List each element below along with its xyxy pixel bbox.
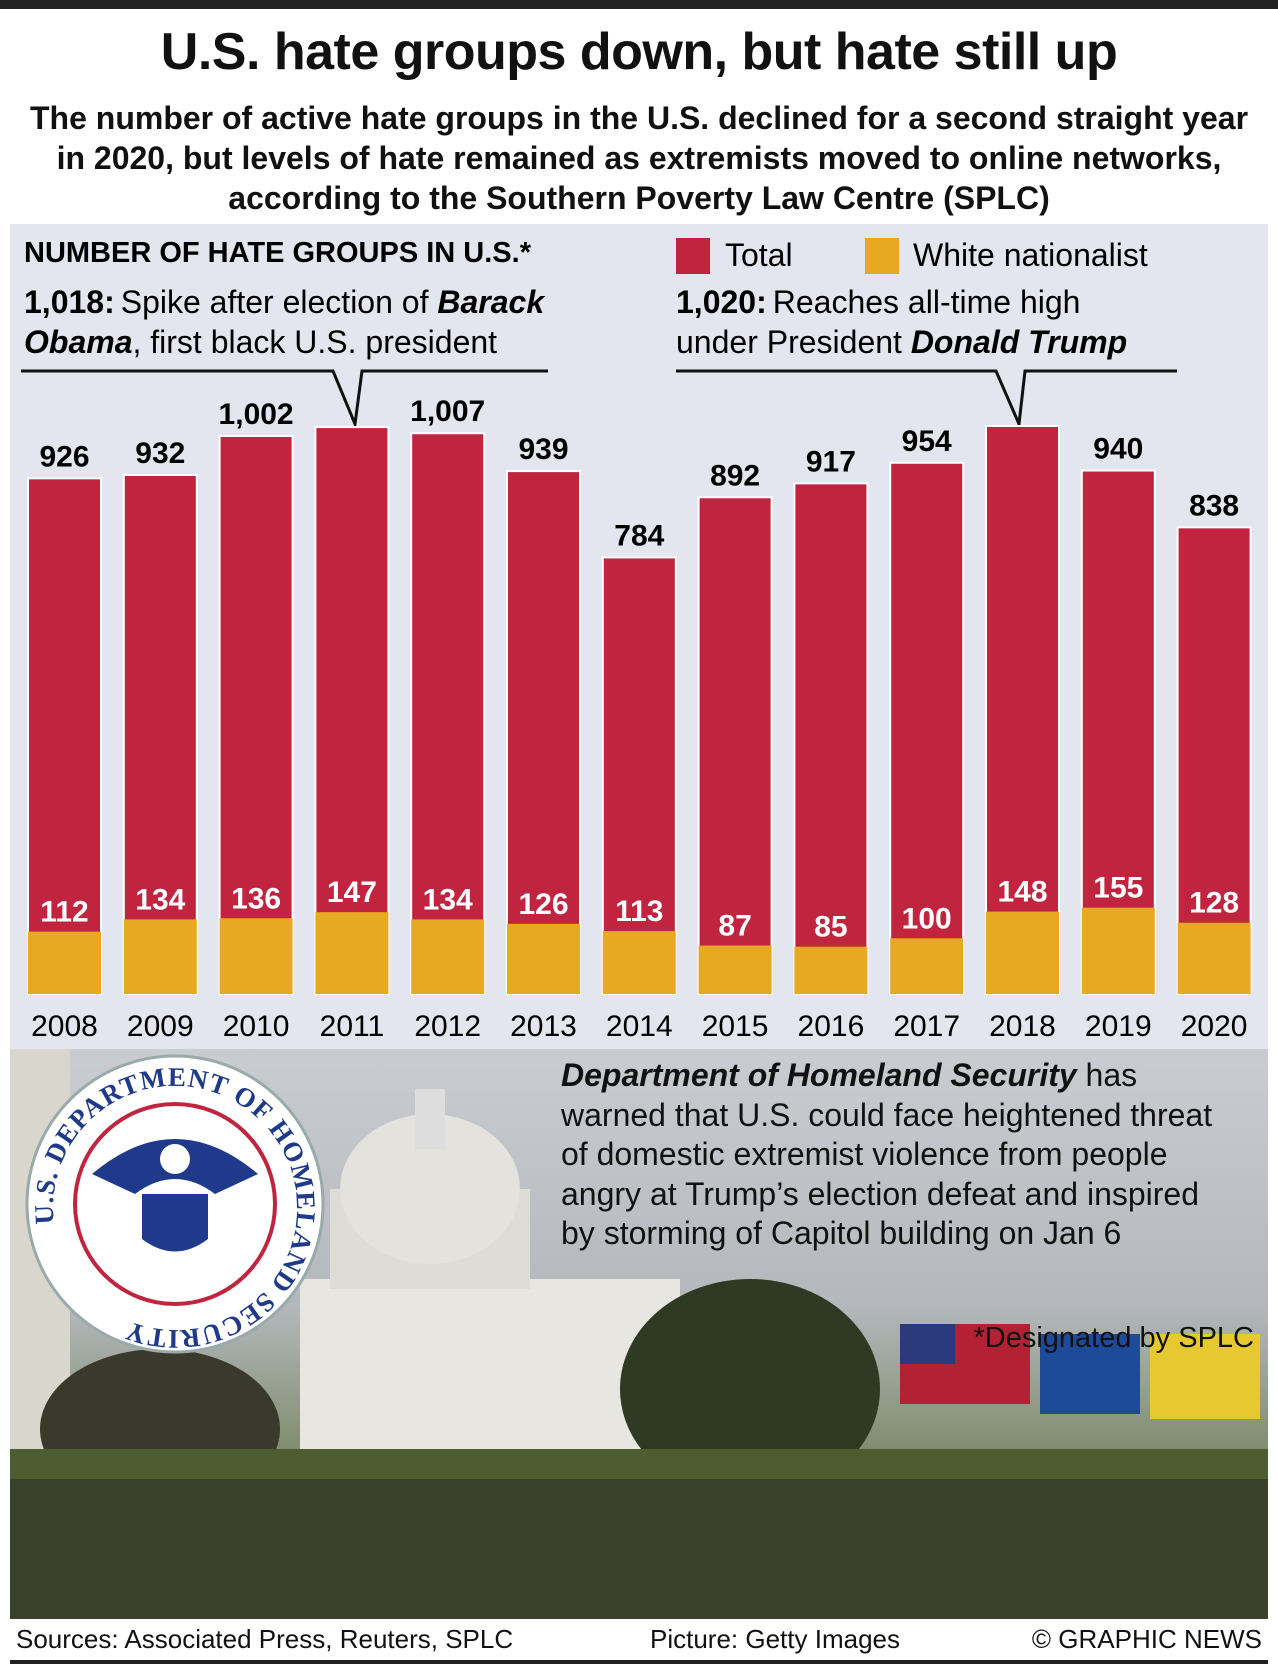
bar-white-nationalist-2009 [123, 919, 197, 994]
x-tick-label-2009: 2009 [127, 1010, 194, 1043]
x-tick-label-2008: 2008 [31, 1010, 98, 1043]
data-label-white-nationalist-2012: 134 [423, 883, 473, 916]
legend-label-total: Total [725, 237, 793, 273]
capitol-photo: U.S. DEPARTMENT OF HOMELAND SECURITY [10, 1049, 1268, 1619]
x-tick-label-2011: 2011 [320, 1010, 385, 1043]
chart-title: NUMBER OF HATE GROUPS IN U.S.* [24, 237, 532, 269]
bar-total-2014 [601, 556, 677, 995]
bottom-rule [10, 1660, 1268, 1664]
bar-white-nationalist-2020 [1177, 922, 1251, 994]
data-label-white-nationalist-2018: 148 [997, 876, 1047, 909]
footnote: *Designated by SPLC [973, 1322, 1255, 1354]
data-label-total-2014: 784 [614, 519, 664, 552]
bar-white-nationalist-2012 [411, 919, 485, 994]
data-label-white-nationalist-2020: 128 [1189, 887, 1239, 920]
x-tick-label-2019: 2019 [1085, 1010, 1152, 1043]
data-label-total-2009: 932 [135, 437, 185, 470]
data-label-white-nationalist-2014: 113 [615, 895, 663, 928]
data-label-total-2015: 892 [710, 459, 760, 492]
data-label-white-nationalist-2019: 155 [1093, 872, 1143, 905]
trump-flag [1040, 1334, 1140, 1414]
graphic-news-credit: © GRAPHIC NEWS [1031, 1624, 1262, 1654]
capitol-illustration: U.S. DEPARTMENT OF HOMELAND SECURITY [10, 1049, 1268, 1619]
bar-white-nationalist-2014 [602, 931, 676, 994]
gadsden-flag [1150, 1334, 1260, 1419]
data-label-total-2010: 1,002 [219, 398, 294, 431]
data-label-total-2019: 940 [1093, 433, 1143, 466]
annotation-pointer [21, 369, 548, 430]
annotation-value: 1,020: [676, 284, 767, 320]
data-label-white-nationalist-2010: 136 [231, 882, 281, 915]
x-tick-label-2016: 2016 [798, 1010, 865, 1043]
dhs-seal: U.S. DEPARTMENT OF HOMELAND SECURITY [25, 1054, 325, 1354]
data-label-white-nationalist-2015: 87 [718, 910, 751, 943]
data-label-white-nationalist-2016: 85 [814, 911, 847, 944]
x-tick-label-2014: 2014 [606, 1010, 673, 1043]
data-label-white-nationalist-2017: 100 [902, 902, 952, 935]
bar-white-nationalist-2018 [986, 911, 1059, 994]
bar-white-nationalist-2011 [315, 912, 389, 994]
data-label-total-2012: 1,007 [410, 395, 485, 428]
data-label-white-nationalist-2013: 126 [518, 888, 568, 921]
bar-white-nationalist-2019 [1081, 907, 1155, 994]
page-title: U.S. hate groups down, but hate still up [160, 23, 1118, 81]
svg-text:1,018:Spike after election of: 1,018: Spike after election of Barack [24, 284, 546, 320]
legend-swatch-white-nationalist [865, 238, 899, 274]
bar-total-2017 [889, 461, 965, 996]
bar-total-2016 [793, 482, 869, 995]
svg-text:Obama, first black U.S. presid: Obama, first black U.S. president [24, 324, 497, 360]
crowd [10, 1479, 1268, 1619]
data-label-white-nationalist-2011: 147 [327, 876, 377, 909]
capitol-dome [340, 1114, 520, 1264]
bar-total-2018 [985, 425, 1060, 995]
x-tick-label-2013: 2013 [510, 1010, 577, 1043]
sources: Sources: Associated Press, Reuters, SPLC [16, 1624, 514, 1654]
svg-text:under President Donald Trump: under President Donald Trump [676, 324, 1127, 360]
bar-total-2009 [122, 474, 198, 996]
annotation-value: 1,018: [24, 284, 115, 320]
annotation-2018: 1,020: Reaches all-time high under Presid… [676, 284, 1177, 430]
x-tick-label-2020: 2020 [1181, 1010, 1248, 1043]
bar-white-nationalist-2010 [219, 918, 293, 994]
x-tick-label-2010: 2010 [223, 1010, 290, 1043]
bar-total-2010 [218, 435, 294, 995]
bar-total-2019 [1080, 469, 1156, 996]
subtitle: The number of active hate groups in the … [29, 100, 1249, 216]
data-label-white-nationalist-2009: 134 [135, 883, 185, 916]
bar-total-2012 [410, 432, 486, 996]
photo-caption: Department of Homeland Security has warn… [561, 1057, 1213, 1251]
bar-chart: NUMBER OF HATE GROUPS IN U.S.* Total Whi… [21, 237, 1252, 1043]
bar-white-nationalist-2017 [890, 938, 964, 994]
bar-white-nationalist-2016 [794, 946, 868, 994]
data-label-white-nationalist-2008: 112 [40, 896, 88, 929]
bar-total-2011 [314, 426, 390, 996]
top-rule [0, 0, 1278, 9]
x-tick-label-2017: 2017 [893, 1010, 960, 1043]
svg-text:1,020:Reaches all-time high: 1,020: Reaches all-time high [676, 284, 1080, 320]
annotation-pointer [676, 369, 1177, 430]
bar-total-2008 [27, 477, 102, 995]
x-tick-label-2012: 2012 [414, 1010, 481, 1043]
picture-credit: Picture: Getty Images [650, 1624, 900, 1654]
tree [620, 1279, 880, 1499]
x-tick-label-2018: 2018 [989, 1010, 1056, 1043]
annotation-2011: 1,018: Spike after election of Barack Oba… [21, 284, 548, 430]
legend-label-white-nationalist: White nationalist [913, 237, 1148, 273]
bar-white-nationalist-2013 [507, 923, 580, 994]
bar-total-2015 [697, 496, 773, 995]
data-label-total-2017: 954 [902, 425, 952, 458]
x-tick-label-2015: 2015 [702, 1010, 769, 1043]
data-label-total-2020: 838 [1189, 489, 1239, 522]
data-label-total-2016: 917 [806, 445, 856, 478]
bar-white-nationalist-2008 [28, 931, 101, 994]
data-label-total-2013: 939 [518, 433, 568, 466]
bar-white-nationalist-2015 [698, 945, 772, 994]
bar-total-2020 [1176, 526, 1252, 995]
legend-swatch-total [676, 238, 710, 274]
data-label-total-2008: 926 [39, 440, 89, 473]
